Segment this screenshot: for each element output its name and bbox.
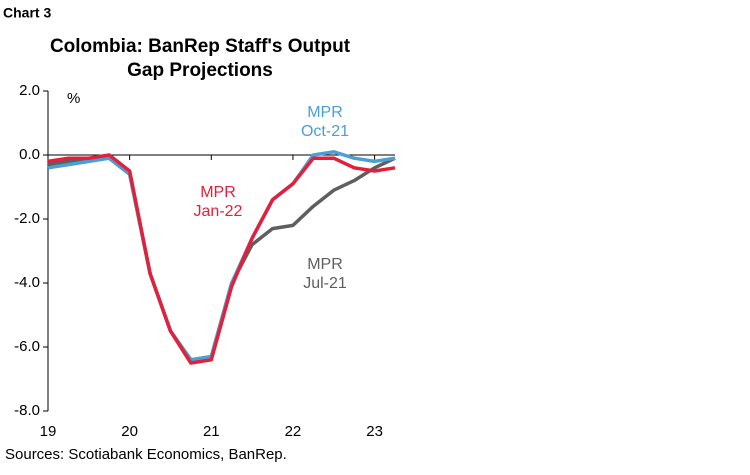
chart-title: Colombia: BanRep Staff's Output — [50, 36, 351, 57]
series-label: MPR — [307, 256, 343, 273]
series-label: MPR — [200, 184, 236, 201]
source: Sources: Scotiabank Economics, BanRep. — [5, 446, 287, 463]
x-tick-label: 23 — [366, 423, 383, 440]
y-tick-label: -6.0 — [14, 338, 40, 355]
x-tick-label: 21 — [203, 423, 220, 440]
y-tick-label: -4.0 — [14, 274, 40, 291]
series-label: MPR — [307, 104, 343, 121]
x-tick-label: 22 — [285, 423, 302, 440]
chart-title: Gap Projections — [127, 60, 273, 81]
y-tick-label: -2.0 — [14, 210, 40, 227]
y-tick-label: 0.0 — [19, 146, 40, 163]
y-unit: % — [67, 90, 80, 107]
x-tick-label: 20 — [121, 423, 138, 440]
chart-label: Chart 3 — [3, 5, 51, 21]
series-label: Jul-21 — [303, 275, 347, 292]
series-line — [47, 153, 396, 365]
x-tick-label: 19 — [40, 423, 57, 440]
y-tick-label: -8.0 — [14, 402, 40, 419]
y-tick-label: 2.0 — [19, 82, 40, 99]
series-label: Oct-21 — [301, 123, 349, 140]
series-label: Jan-22 — [194, 203, 243, 220]
